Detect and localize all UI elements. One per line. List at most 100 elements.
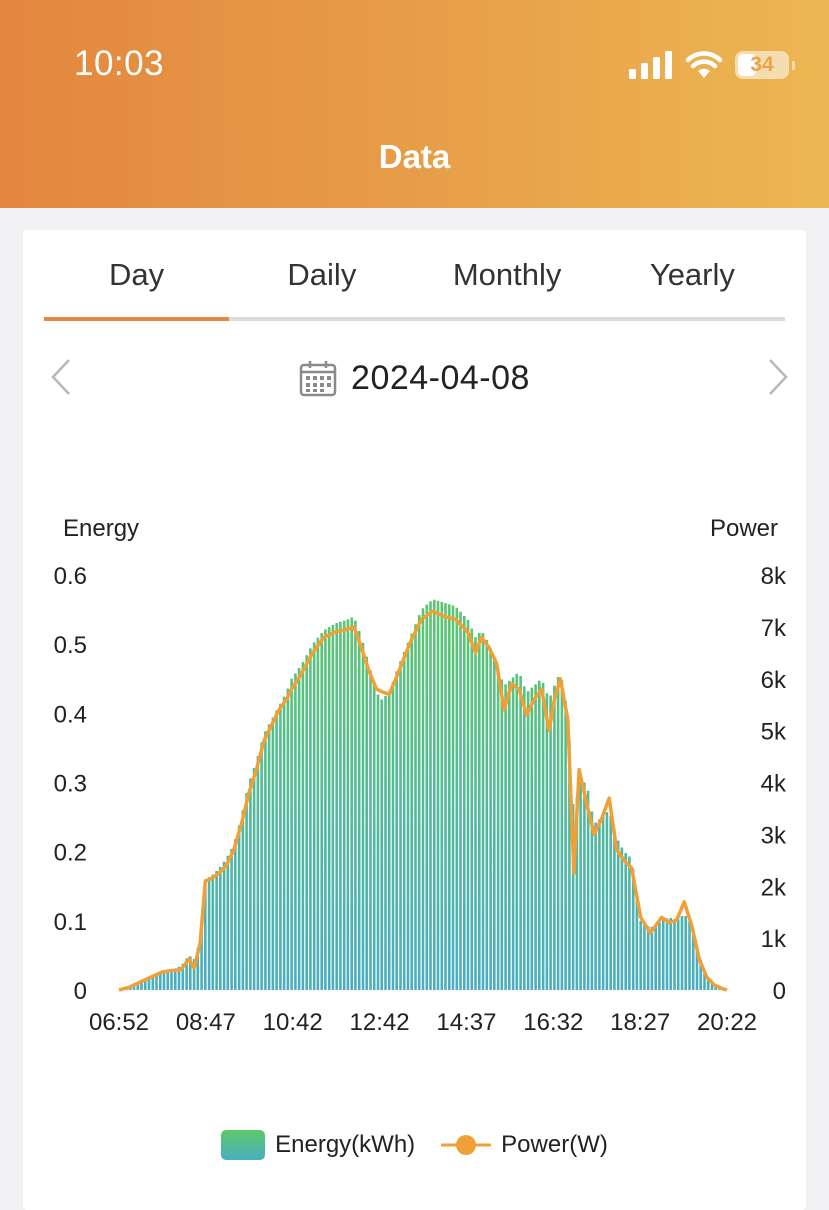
energy-bar bbox=[601, 815, 605, 990]
y-tick-right: 8k bbox=[761, 563, 787, 590]
x-tick-label: 20:22 bbox=[697, 1009, 757, 1036]
energy-bar bbox=[676, 919, 680, 990]
y-tick-left: 0.6 bbox=[54, 563, 87, 590]
energy-bar bbox=[350, 617, 353, 990]
energy-bar bbox=[635, 894, 639, 990]
energy-bar bbox=[451, 605, 455, 990]
energy-bar bbox=[485, 640, 489, 990]
energy-bar bbox=[376, 694, 380, 990]
x-tick-label: 12:42 bbox=[350, 1009, 410, 1036]
energy-bar bbox=[237, 825, 241, 990]
energy-bar bbox=[196, 948, 200, 990]
energy-bar bbox=[140, 982, 143, 990]
energy-bar bbox=[132, 986, 136, 990]
energy-bar bbox=[181, 963, 185, 990]
x-tick-label: 10:42 bbox=[263, 1009, 323, 1036]
energy-bar bbox=[609, 815, 612, 990]
energy-bar bbox=[267, 724, 271, 990]
energy-bar bbox=[387, 692, 391, 990]
energy-bar bbox=[646, 926, 650, 990]
tab-active-indicator bbox=[44, 317, 229, 321]
energy-bar bbox=[177, 966, 181, 990]
energy-bar bbox=[433, 599, 436, 990]
energy-bar bbox=[136, 984, 140, 990]
energy-bar bbox=[658, 922, 661, 990]
energy-power-chart: Energy Power 0 0.1 0.2 0.3 0.4 0.5 0.6 0 1k 2k 3k… bbox=[54, 515, 787, 1036]
chevron-left-icon[interactable] bbox=[43, 357, 83, 397]
energy-bar bbox=[466, 620, 470, 990]
energy-bar bbox=[556, 677, 560, 990]
energy-bar bbox=[384, 696, 387, 990]
energy-bar bbox=[639, 920, 642, 990]
energy-bar bbox=[560, 680, 564, 990]
energy-bar bbox=[504, 684, 507, 990]
chevron-right-icon[interactable] bbox=[756, 357, 796, 397]
energy-bar bbox=[699, 959, 702, 990]
energy-bar bbox=[222, 861, 226, 990]
y-tick-right: 1k bbox=[761, 926, 787, 953]
energy-bar bbox=[654, 924, 657, 990]
energy-bar bbox=[361, 642, 365, 990]
energy-bar bbox=[463, 615, 466, 990]
tab-monthly[interactable]: Monthly bbox=[452, 257, 562, 292]
energy-bar bbox=[294, 673, 297, 990]
status-icons: 34 bbox=[629, 48, 795, 82]
energy-bar bbox=[327, 627, 331, 990]
energy-bar bbox=[324, 629, 327, 990]
energy-bar bbox=[192, 958, 196, 990]
energy-bar bbox=[290, 678, 293, 991]
period-tabs: Day Daily Monthly Yearly bbox=[44, 230, 785, 322]
energy-bar bbox=[489, 648, 492, 990]
energy-bar bbox=[549, 695, 552, 990]
date-picker[interactable]: 2024-04-08 bbox=[23, 356, 806, 400]
energy-bar bbox=[174, 968, 177, 990]
status-time: 10:03 bbox=[74, 44, 165, 83]
energy-bar bbox=[643, 923, 646, 990]
energy-bar bbox=[144, 979, 147, 990]
tab-yearly[interactable]: Yearly bbox=[649, 257, 735, 292]
energy-bar bbox=[575, 797, 579, 990]
page-title: Data bbox=[378, 138, 451, 175]
energy-bar bbox=[481, 633, 485, 990]
energy-bar bbox=[297, 668, 301, 990]
energy-bar bbox=[170, 969, 173, 990]
wifi-icon bbox=[685, 51, 723, 78]
energy-bar bbox=[526, 691, 530, 990]
tab-day[interactable]: Day bbox=[109, 257, 165, 292]
energy-bar bbox=[204, 879, 207, 990]
energy-bar bbox=[680, 916, 684, 990]
energy-bar bbox=[496, 669, 500, 990]
y-tick-right: 0 bbox=[773, 978, 786, 1005]
y-axis-label-right: Power bbox=[710, 515, 778, 542]
energy-bar bbox=[650, 926, 654, 990]
x-tick-label: 16:32 bbox=[523, 1009, 583, 1036]
calendar-icon bbox=[299, 361, 337, 397]
energy-bar bbox=[286, 688, 290, 990]
y-axis-label-left: Energy bbox=[63, 515, 139, 542]
legend-item-power[interactable]: Power(W) bbox=[441, 1130, 608, 1160]
energy-bar bbox=[579, 782, 582, 990]
energy-bar bbox=[568, 739, 571, 990]
energy-bar bbox=[301, 662, 305, 990]
energy-bar bbox=[410, 633, 413, 990]
energy-bar bbox=[282, 696, 286, 990]
y-tick-right: 3k bbox=[761, 822, 787, 849]
energy-bar bbox=[440, 602, 444, 990]
x-tick-label: 08:47 bbox=[176, 1009, 236, 1036]
energy-bar bbox=[402, 652, 406, 990]
energy-bar bbox=[665, 918, 669, 990]
energy-bar bbox=[594, 822, 597, 990]
energy-bar bbox=[541, 682, 545, 990]
energy-bar bbox=[234, 839, 237, 990]
energy-bar bbox=[545, 693, 549, 990]
energy-bar bbox=[275, 710, 278, 990]
y-tick-left: 0.3 bbox=[54, 771, 87, 798]
energy-bar bbox=[395, 671, 398, 990]
energy-bar bbox=[534, 684, 537, 990]
energy-bar bbox=[515, 673, 519, 990]
tab-daily[interactable]: Daily bbox=[287, 257, 357, 292]
legend-item-energy[interactable]: Energy(kWh) bbox=[221, 1130, 415, 1160]
energy-bar bbox=[249, 778, 252, 990]
energy-bar bbox=[129, 987, 132, 990]
energy-bar bbox=[365, 656, 368, 990]
